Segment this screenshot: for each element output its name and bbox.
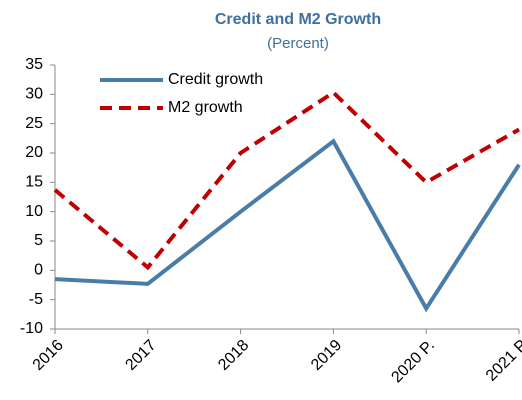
y-tick-label: 15 (25, 174, 43, 191)
x-tick-label: 2021 P (483, 337, 522, 385)
series-line (54, 138, 521, 313)
x-tick-label: 2020 P. (388, 337, 438, 387)
series-line (53, 90, 520, 271)
x-tick-label: 2018 (215, 337, 252, 374)
y-tick-label: 35 (25, 56, 43, 73)
legend-label: Credit growth (168, 71, 263, 88)
legend-label: M2 growth (168, 99, 243, 116)
x-tick-label: 2019 (308, 337, 345, 374)
y-tick-label: 0 (34, 262, 43, 279)
chart-title: Credit and M2 Growth (215, 11, 381, 28)
x-tick-label: 2016 (30, 337, 67, 374)
y-tick-label: 20 (25, 144, 43, 161)
y-tick-label: -10 (20, 320, 43, 337)
y-tick-label: 5 (34, 232, 43, 249)
y-tick-label: 25 (25, 115, 43, 132)
chart-subtitle: (Percent) (267, 35, 329, 52)
y-tick-label: 10 (25, 203, 43, 220)
y-tick-label: 30 (25, 86, 43, 103)
y-tick-label: -5 (29, 291, 43, 308)
x-tick-label: 2017 (122, 337, 159, 374)
